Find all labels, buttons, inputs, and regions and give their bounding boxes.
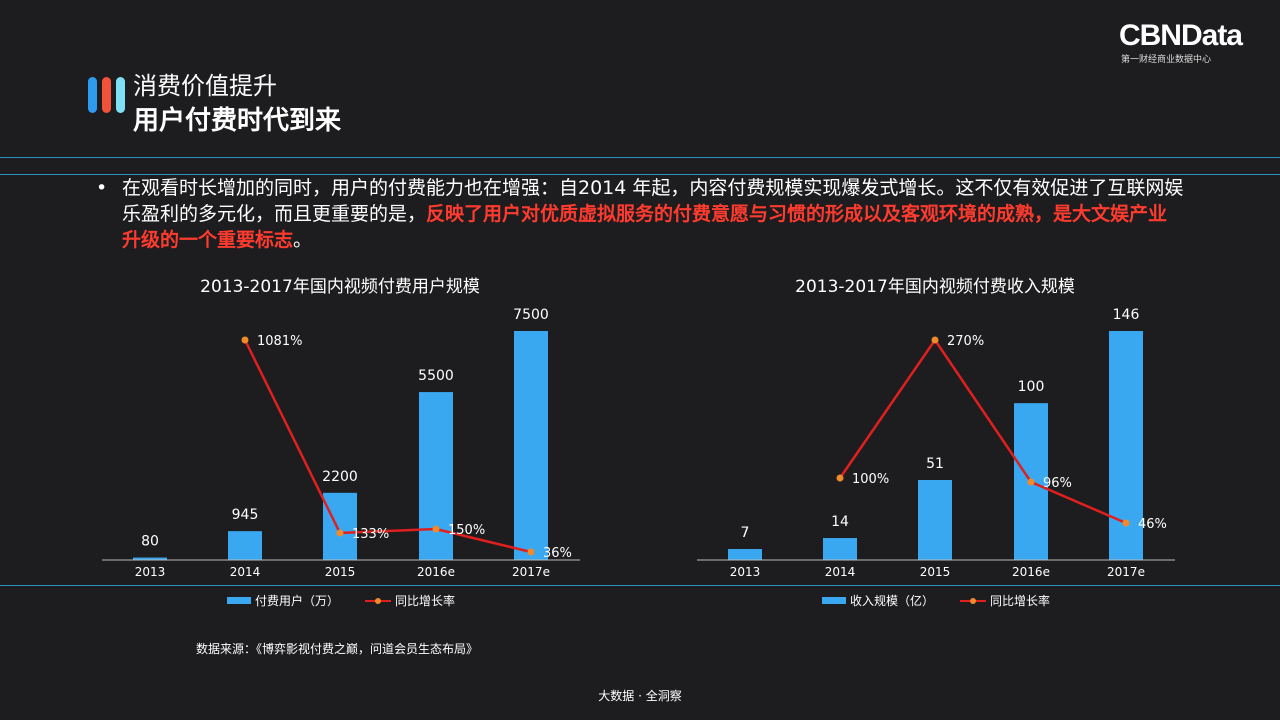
growth-value-label: 150% <box>448 523 485 538</box>
growth-marker <box>432 525 440 533</box>
users-chart: 2013-2017年国内视频付费用户规模 80 2013 945 2014 2200 201… <box>102 277 580 608</box>
x-tick-label: 2014 <box>825 565 856 579</box>
legend-line-label: 同比增长率 <box>990 593 1050 608</box>
bullet-text: 在观看时长增加的同时，用户的付费能力也在增强：自2014 年起，内容付费规模实现… <box>122 175 1186 253</box>
bar-value-label: 5500 <box>418 368 454 384</box>
legend-line-marker <box>970 598 976 604</box>
bar-value-label: 51 <box>926 456 944 472</box>
growth-line <box>838 337 1127 525</box>
data-source: 数据来源：《博弈影视付费之巅，问道会员生态布局》 <box>196 642 479 656</box>
x-tick-label: 2016e <box>417 565 455 579</box>
growth-value-label: 133% <box>352 527 389 542</box>
bar-value-label: 100 <box>1018 379 1045 395</box>
growth-marker <box>241 336 249 344</box>
bar-value-label: 14 <box>831 514 849 530</box>
legend-bar-swatch <box>227 597 251 604</box>
bullet-end-text: 。 <box>293 229 313 251</box>
deco-bar-cyan <box>116 77 125 113</box>
legend-bar-label: 付费用户（万） <box>255 593 339 608</box>
bullet-highlight-text: 反映了用户对优质虚拟服务的付费意愿与习惯的形成以及客观环境的成熟，是大文娱产业升… <box>122 203 1168 251</box>
brand-logo: CBNData 第一财经商业数据中心 <box>1118 19 1243 66</box>
bar <box>918 480 952 560</box>
x-tick-label: 2017e <box>512 565 550 579</box>
bar <box>514 331 548 560</box>
x-tick-label: 2015 <box>325 565 356 579</box>
bar-value-label: 945 <box>232 507 259 523</box>
growth-value-label: 36% <box>543 546 572 561</box>
bar <box>728 549 762 560</box>
title-decoration <box>88 77 128 113</box>
bar <box>823 538 857 560</box>
growth-marker <box>527 548 535 556</box>
growth-value-label: 46% <box>1138 517 1167 532</box>
growth-value-label: 1081% <box>257 334 302 349</box>
growth-value-label: 100% <box>852 472 889 487</box>
bar <box>228 531 262 560</box>
page-title-line2: 用户付费时代到来 <box>133 106 342 136</box>
legend-line-marker <box>375 598 381 604</box>
growth-marker <box>1027 478 1035 486</box>
brand-subtitle: 第一财经商业数据中心 <box>1120 55 1211 65</box>
legend-line-label: 同比增长率 <box>395 593 455 608</box>
revenue-chart: 2013-2017年国内视频付费收入规模 7 2013 14 2014 51 2015 100… <box>697 277 1175 608</box>
deco-bar-blue <box>88 77 97 113</box>
growth-marker <box>336 529 344 537</box>
bullet-normal-text: 在观看时长增加的同时，用户的付费能力也在增强：自2014 年起，内容付费规模实现… <box>122 177 1184 225</box>
growth-marker <box>836 474 844 482</box>
legend-bar-swatch <box>822 597 846 604</box>
footer-slogan: 大数据 · 全洞察 <box>598 689 682 703</box>
x-tick-label: 2017e <box>1107 565 1145 579</box>
bar-value-label: 146 <box>1113 307 1140 323</box>
growth-line <box>243 339 532 554</box>
x-tick-label: 2014 <box>230 565 261 579</box>
growth-marker <box>1122 519 1130 527</box>
divider-top-1 <box>0 157 1280 158</box>
chart-title: 2013-2017年国内视频付费用户规模 <box>200 277 480 297</box>
bar <box>133 557 167 560</box>
deco-bar-red <box>102 77 111 113</box>
divider-top-2 <box>0 174 1280 175</box>
page-title-line1: 消费价值提升 <box>133 72 277 100</box>
growth-marker <box>931 336 939 344</box>
growth-value-label: 270% <box>947 334 984 349</box>
bar-value-label: 2200 <box>322 469 358 485</box>
growth-value-label: 96% <box>1043 476 1072 491</box>
brand-name: CBNData <box>1118 19 1243 52</box>
legend-bar-label: 收入规模（亿） <box>850 593 934 608</box>
bar-value-label: 80 <box>141 534 159 550</box>
chart-title: 2013-2017年国内视频付费收入规模 <box>795 277 1075 297</box>
bar-value-label: 7500 <box>513 307 549 323</box>
x-tick-label: 2016e <box>1012 565 1050 579</box>
bar-value-label: 7 <box>741 525 750 541</box>
bar <box>323 492 357 560</box>
divider-bottom <box>0 585 1280 586</box>
x-tick-label: 2015 <box>920 565 951 579</box>
bullet-point: • 在观看时长增加的同时，用户的付费能力也在增强：自2014 年起，内容付费规模… <box>96 175 1186 253</box>
bullet-dot: • <box>96 177 108 199</box>
x-tick-label: 2013 <box>135 565 166 579</box>
x-tick-label: 2013 <box>730 565 761 579</box>
